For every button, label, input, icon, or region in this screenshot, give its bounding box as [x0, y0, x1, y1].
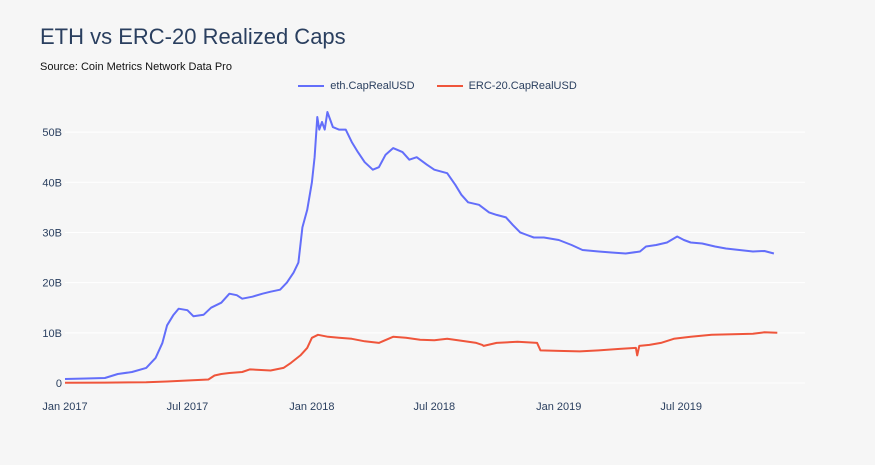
- legend-item-erc20[interactable]: ERC-20.CapRealUSD: [436, 80, 577, 92]
- y-axis-labels: 0 10B 20B 30B 40B 50B: [42, 127, 62, 390]
- legend-item-eth[interactable]: eth.CapRealUSD: [298, 80, 415, 92]
- x-tick-label: Jan 2017: [42, 401, 87, 413]
- y-tick-label: 50B: [42, 127, 62, 139]
- x-axis-labels: Jan 2017 Jul 2017 Jan 2018 Jul 2018 Jan 2019…: [42, 401, 702, 413]
- y-tick-label: 0: [56, 378, 62, 390]
- chart-series: [64, 111, 778, 384]
- legend-swatch-erc20: [436, 85, 463, 87]
- x-tick-label: Jul 2018: [414, 401, 456, 413]
- chart-legend: eth.CapRealUSD ERC-20.CapRealUSD: [0, 80, 875, 92]
- legend-label-eth: eth.CapRealUSD: [330, 80, 415, 92]
- series-line-erc20: [64, 331, 778, 384]
- x-tick-label: Jan 2019: [536, 401, 581, 413]
- y-tick-label: 10B: [42, 328, 62, 340]
- y-tick-label: 40B: [42, 177, 62, 189]
- legend-swatch-eth: [298, 85, 325, 87]
- legend-label-erc20: ERC-20.CapRealUSD: [468, 80, 577, 92]
- x-tick-label: Jul 2019: [660, 401, 702, 413]
- chart-title: ETH vs ERC-20 Realized Caps: [40, 24, 346, 49]
- x-tick-label: Jul 2017: [167, 401, 209, 413]
- chart-gridlines: [65, 131, 805, 384]
- chart-source: Source: Coin Metrics Network Data Pro: [40, 61, 232, 73]
- y-tick-label: 20B: [42, 278, 62, 290]
- series-line-eth: [64, 111, 775, 380]
- y-tick-label: 30B: [42, 227, 62, 239]
- x-tick-label: Jan 2018: [289, 401, 334, 413]
